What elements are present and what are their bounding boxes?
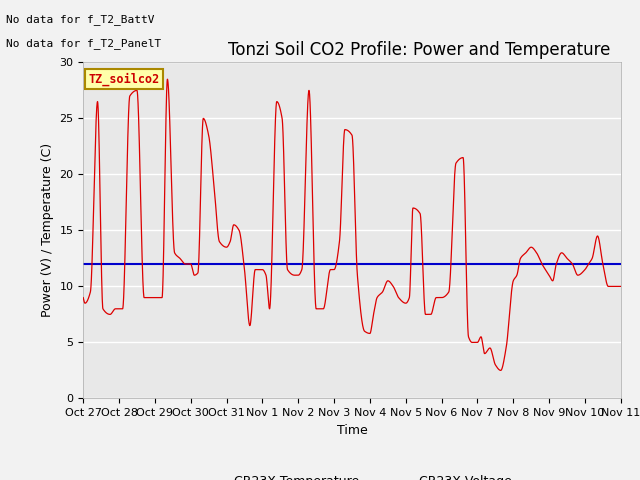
X-axis label: Time: Time: [337, 424, 367, 437]
Text: No data for f_T2_PanelT: No data for f_T2_PanelT: [6, 38, 162, 49]
Text: TZ_soilco2: TZ_soilco2: [88, 72, 160, 86]
Legend: CR23X Temperature, CR23X Voltage: CR23X Temperature, CR23X Voltage: [188, 470, 516, 480]
Text: No data for f_T2_BattV: No data for f_T2_BattV: [6, 14, 155, 25]
Text: Tonzi Soil CO2 Profile: Power and Temperature: Tonzi Soil CO2 Profile: Power and Temper…: [228, 41, 610, 60]
Y-axis label: Power (V) / Temperature (C): Power (V) / Temperature (C): [41, 144, 54, 317]
